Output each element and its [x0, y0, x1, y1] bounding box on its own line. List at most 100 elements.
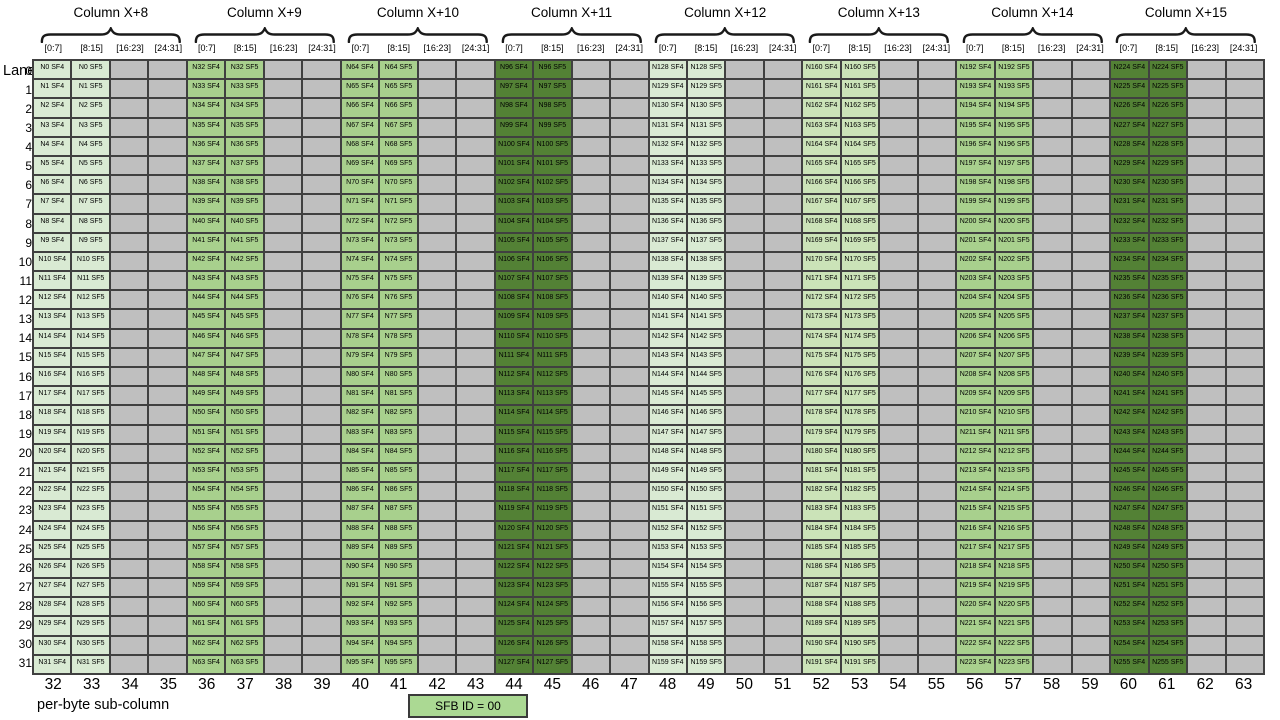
grid-cell-empty — [1034, 310, 1071, 328]
grid-cell-empty — [264, 348, 302, 366]
grid-cell: N84 SF4 — [341, 444, 379, 462]
grid-cell-empty — [418, 61, 456, 79]
grid-cell: N48 SF5 — [226, 368, 263, 386]
grid-cell-empty — [611, 310, 648, 328]
grid-cell-empty — [880, 272, 917, 290]
grid-cell: N105 SF4 — [495, 233, 533, 251]
grid-cell: N156 SF4 — [649, 598, 686, 616]
grid-cell: N151 SF5 — [687, 502, 725, 520]
grid-cell: N132 SF4 — [649, 137, 686, 155]
grid-cell-empty — [418, 444, 456, 462]
sub-column-header: [24:31] — [615, 43, 643, 53]
grid-cell-empty — [1072, 406, 1110, 424]
grid-cell-empty — [110, 579, 148, 597]
grid-cell-empty — [1034, 252, 1071, 271]
grid-cell-empty — [726, 521, 763, 539]
grid-cell: N105 SF5 — [534, 233, 571, 251]
sub-column-header: [0:7] — [505, 43, 523, 53]
grid-cell: N229 SF4 — [1111, 156, 1148, 175]
grid-cell-empty — [764, 540, 802, 558]
grid-cell: N233 SF4 — [1111, 233, 1148, 251]
grid-cell-empty — [764, 80, 802, 98]
grid-cell: N251 SF5 — [1149, 579, 1187, 597]
grid-cell: N245 SF4 — [1111, 463, 1148, 482]
grid-cell: N232 SF4 — [1111, 214, 1148, 232]
grid-cell-empty — [110, 387, 148, 405]
grid-cell-empty — [764, 118, 802, 136]
grid-cell-empty — [264, 521, 302, 539]
grid-cell: N203 SF5 — [995, 272, 1033, 290]
grid-cell-empty — [726, 559, 763, 578]
sub-column-header: [24:31] — [154, 43, 183, 53]
grid-cell: N214 SF4 — [957, 483, 994, 501]
sfb-id-badge-label: SFB ID = 00 — [435, 699, 501, 713]
grid-cell: N45 SF4 — [187, 310, 225, 328]
grid-cell: N245 SF5 — [1149, 463, 1187, 482]
grid-cell: N82 SF4 — [341, 406, 379, 424]
sub-column-header: [8:15] — [694, 43, 718, 53]
grid-cell-empty — [1226, 387, 1263, 405]
grid-cell: N149 SF4 — [649, 463, 686, 482]
grid-cell: N93 SF5 — [380, 617, 417, 635]
grid-cell: N148 SF4 — [649, 444, 686, 462]
grid-cell-empty — [1072, 463, 1110, 482]
byte-index: 50 — [735, 676, 753, 693]
grid-cell: N167 SF4 — [803, 195, 840, 213]
grid-cell-empty — [149, 272, 186, 290]
grid-cell-empty — [110, 444, 148, 462]
grid-cell-empty — [1034, 272, 1071, 290]
grid-cell: N46 SF4 — [187, 329, 225, 347]
grid-cell-empty — [1226, 310, 1263, 328]
grid-cell: N47 SF5 — [226, 348, 263, 366]
grid-cell: N231 SF5 — [1149, 195, 1187, 213]
grid-cell: N65 SF5 — [380, 80, 417, 98]
grid-cell-empty — [880, 425, 917, 443]
grid-cell: N140 SF5 — [687, 291, 725, 309]
grid-cell-empty — [1034, 348, 1071, 366]
grid-cell-empty — [611, 99, 648, 117]
grid-cell: N119 SF4 — [495, 502, 533, 520]
grid-cell-empty — [572, 483, 610, 501]
grid-cell: N79 SF4 — [341, 348, 379, 366]
grid-cell-empty — [726, 483, 763, 501]
grid-cell-empty — [1188, 291, 1225, 309]
grid-cell: N6 SF5 — [72, 176, 109, 194]
grid-cell: N121 SF4 — [495, 540, 533, 558]
grid-cell: N204 SF4 — [957, 291, 994, 309]
grid-cell: N233 SF5 — [1149, 233, 1187, 251]
grid-cell-empty — [764, 99, 802, 117]
grid-cell-empty — [149, 80, 186, 98]
grid-cell: N110 SF5 — [534, 329, 571, 347]
grid-cell-empty — [726, 463, 763, 482]
grid-cell: N230 SF5 — [1149, 176, 1187, 194]
grid-cell-empty — [572, 118, 610, 136]
sub-column-header: [16:23] — [884, 43, 912, 53]
grid-cell-empty — [303, 214, 340, 232]
byte-index: 53 — [850, 676, 869, 693]
grid-cell: N139 SF4 — [649, 272, 686, 290]
grid-cell: N5 SF5 — [72, 156, 109, 175]
grid-cell: N53 SF4 — [187, 463, 225, 482]
grid-cell: N85 SF4 — [341, 463, 379, 482]
lane-row-label: 22 — [18, 484, 32, 499]
grid-cell-empty — [1188, 348, 1225, 366]
grid-cell-empty — [611, 118, 648, 136]
grid-cell: N95 SF4 — [341, 655, 379, 673]
grid-cell-empty — [149, 156, 186, 175]
grid-cell: N197 SF5 — [995, 156, 1033, 175]
grid-cell-empty — [1034, 195, 1071, 213]
grid-cell-empty — [457, 348, 494, 366]
grid-cell-empty — [303, 521, 340, 539]
grid-cell-empty — [457, 483, 494, 501]
grid-cell-empty — [572, 406, 610, 424]
grid-cell-empty — [1034, 540, 1071, 558]
grid-cell-empty — [1072, 176, 1110, 194]
grid-cell: N1 SF5 — [72, 80, 109, 98]
grid-cell: N90 SF4 — [341, 559, 379, 578]
grid-cell: N188 SF4 — [803, 598, 840, 616]
grid-cell: N246 SF4 — [1111, 483, 1148, 501]
grid-cell: N140 SF4 — [649, 291, 686, 309]
byte-index: 44 — [505, 676, 523, 693]
grid-cell: N180 SF4 — [803, 444, 840, 462]
sub-column-header: [0:7] — [1119, 43, 1138, 53]
